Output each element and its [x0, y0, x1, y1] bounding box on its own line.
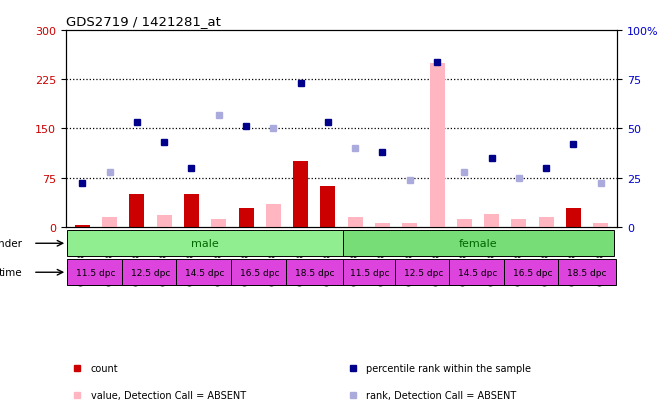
Text: rank, Detection Call = ABSENT: rank, Detection Call = ABSENT — [366, 390, 517, 401]
Text: 12.5 dpc: 12.5 dpc — [404, 268, 443, 277]
Text: GDS2719 / 1421281_at: GDS2719 / 1421281_at — [66, 15, 221, 28]
Text: 11.5 dpc: 11.5 dpc — [350, 268, 390, 277]
Bar — [211, 219, 226, 227]
Text: 12.5 dpc: 12.5 dpc — [131, 268, 170, 277]
Text: count: count — [91, 363, 118, 374]
Bar — [566, 209, 581, 227]
Bar — [266, 204, 281, 227]
Bar — [558, 260, 616, 286]
Bar — [231, 260, 288, 286]
Bar — [129, 195, 145, 227]
Bar — [593, 224, 609, 227]
Text: gender: gender — [0, 239, 22, 249]
Bar — [286, 260, 343, 286]
Bar — [176, 260, 234, 286]
Bar — [293, 162, 308, 227]
Bar — [156, 215, 172, 227]
Text: time: time — [0, 268, 22, 278]
Text: 16.5 dpc: 16.5 dpc — [240, 268, 279, 277]
Bar — [343, 230, 614, 256]
Bar — [122, 260, 180, 286]
Bar — [430, 64, 445, 227]
Bar — [67, 230, 343, 256]
Bar — [67, 260, 125, 286]
Bar — [102, 217, 117, 227]
Text: male: male — [191, 239, 219, 249]
Bar — [343, 260, 397, 286]
Bar — [320, 187, 335, 227]
Text: female: female — [459, 239, 497, 249]
Text: value, Detection Call = ABSENT: value, Detection Call = ABSENT — [91, 390, 246, 401]
Bar — [395, 260, 452, 286]
Text: 14.5 dpc: 14.5 dpc — [185, 268, 225, 277]
Text: 14.5 dpc: 14.5 dpc — [458, 268, 498, 277]
Bar — [484, 214, 499, 227]
Bar — [184, 195, 199, 227]
Text: 18.5 dpc: 18.5 dpc — [568, 268, 607, 277]
Text: 18.5 dpc: 18.5 dpc — [294, 268, 334, 277]
Bar — [75, 225, 90, 227]
Bar — [238, 209, 253, 227]
Bar — [449, 260, 507, 286]
Bar — [457, 219, 472, 227]
Text: 16.5 dpc: 16.5 dpc — [513, 268, 552, 277]
Bar — [539, 217, 554, 227]
Bar — [512, 219, 527, 227]
Text: 11.5 dpc: 11.5 dpc — [77, 268, 116, 277]
Bar — [504, 260, 561, 286]
Bar — [402, 224, 417, 227]
Text: percentile rank within the sample: percentile rank within the sample — [366, 363, 531, 374]
Bar — [375, 224, 390, 227]
Bar — [348, 217, 363, 227]
